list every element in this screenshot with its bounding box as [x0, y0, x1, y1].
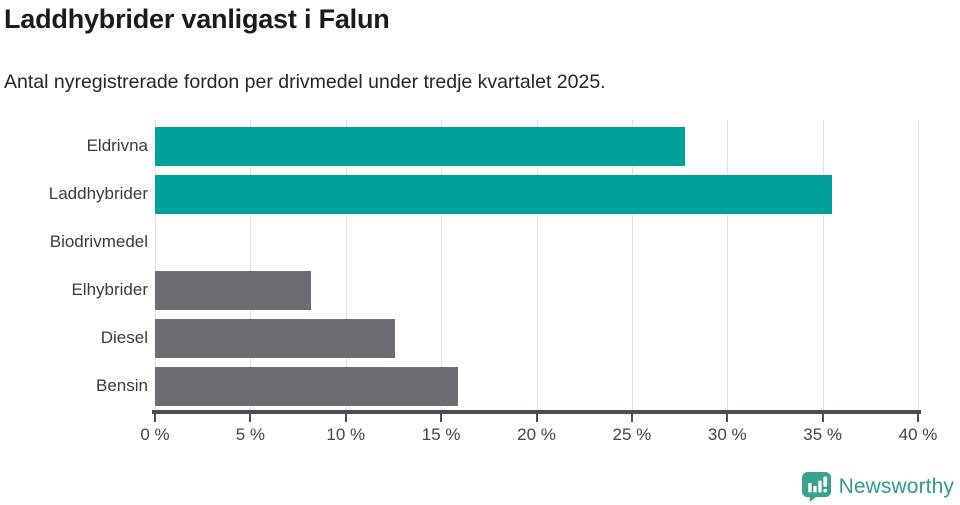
- x-axis-tick-label: 40 %: [898, 425, 938, 444]
- x-axis-tick-label: 25 %: [612, 425, 652, 444]
- x-axis-tick-label: 30 %: [707, 425, 747, 444]
- newsworthy-bar-chart-bubble-icon: [801, 471, 832, 502]
- x-axis-tick: [154, 414, 156, 422]
- bar-row: [155, 170, 918, 218]
- gridline: [727, 120, 729, 410]
- bar-row: [155, 314, 918, 362]
- gridline: [536, 120, 538, 410]
- chart-title: Laddhybrider vanligast i Falun: [4, 4, 390, 34]
- x-axis: 0 % 5 % 10 % 15 % 20 % 25 % 30 % 35 % 40 %: [140, 410, 937, 450]
- x-axis-tick: [535, 414, 538, 422]
- x-axis-tick: [917, 414, 919, 422]
- x-axis-tick-label: 20 %: [517, 425, 556, 444]
- bar-row: [155, 266, 918, 314]
- x-axis-line: [152, 410, 921, 414]
- category-label: Biodrivmedel: [49, 232, 148, 251]
- category-label: Eldrivna: [86, 136, 148, 155]
- category-label: Elhybrider: [71, 280, 148, 299]
- bar-bensin: [155, 366, 459, 406]
- gridline: [155, 120, 156, 410]
- bar-row: [155, 122, 918, 170]
- bar-eldrivna: [155, 126, 686, 166]
- gridline: [441, 120, 443, 410]
- x-axis-tick: [630, 414, 633, 422]
- x-axis-tick-label: 35 %: [803, 425, 842, 444]
- gridline: [822, 120, 824, 410]
- bar-chart-plot-area: [155, 122, 918, 410]
- bar-laddhybrider: [155, 174, 833, 214]
- category-label: Diesel: [100, 328, 148, 347]
- newsworthy-logo: Newsworthy: [801, 471, 954, 502]
- gridline: [250, 120, 252, 410]
- bar-row: [155, 362, 918, 410]
- x-axis-tick: [821, 414, 824, 422]
- gridline: [918, 120, 919, 410]
- x-axis-tick: [249, 414, 252, 422]
- bar-row: [155, 218, 918, 266]
- x-axis-tick: [726, 414, 729, 422]
- x-axis-tick-label: 10 %: [326, 425, 366, 444]
- newsworthy-wordmark: Newsworthy: [838, 474, 954, 498]
- category-label: Laddhybrider: [48, 184, 148, 203]
- x-axis-tick: [440, 414, 443, 422]
- chart-gridlines: [155, 120, 919, 410]
- bar-elhybrider: [155, 270, 312, 310]
- x-axis-tick: [344, 414, 347, 422]
- x-axis-tick-label: 0 %: [140, 425, 170, 444]
- x-axis-tick-label: 15 %: [421, 425, 461, 444]
- gridline: [345, 120, 347, 410]
- chart-subtitle: Antal nyregistrerade fordon per drivmede…: [4, 71, 606, 93]
- gridline: [631, 120, 633, 410]
- x-axis-tick-label: 5 %: [235, 425, 266, 444]
- category-label: Bensin: [96, 376, 148, 395]
- bar-diesel: [155, 318, 396, 358]
- y-axis-labels: Eldrivna Laddhybrider Biodrivmedel Elhybrid…: [0, 122, 148, 410]
